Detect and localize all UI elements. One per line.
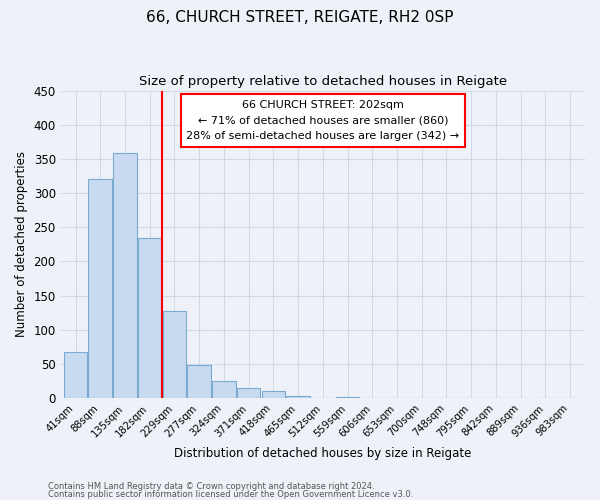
- Bar: [88, 180, 112, 398]
- Text: 66 CHURCH STREET: 202sqm
← 71% of detached houses are smaller (860)
28% of semi-: 66 CHURCH STREET: 202sqm ← 71% of detach…: [186, 100, 460, 141]
- Bar: [336, 397, 359, 398]
- Bar: [138, 238, 161, 398]
- Y-axis label: Number of detached properties: Number of detached properties: [15, 152, 28, 338]
- Title: Size of property relative to detached houses in Reigate: Size of property relative to detached ho…: [139, 75, 507, 88]
- Text: 66, CHURCH STREET, REIGATE, RH2 0SP: 66, CHURCH STREET, REIGATE, RH2 0SP: [146, 10, 454, 25]
- Bar: [212, 381, 236, 398]
- Bar: [286, 396, 310, 398]
- Text: Contains HM Land Registry data © Crown copyright and database right 2024.: Contains HM Land Registry data © Crown c…: [48, 482, 374, 491]
- Text: Contains public sector information licensed under the Open Government Licence v3: Contains public sector information licen…: [48, 490, 413, 499]
- Bar: [163, 312, 186, 398]
- Bar: [113, 154, 137, 398]
- X-axis label: Distribution of detached houses by size in Reigate: Distribution of detached houses by size …: [174, 447, 472, 460]
- Bar: [237, 388, 260, 398]
- Bar: [64, 352, 87, 398]
- Bar: [187, 366, 211, 398]
- Bar: [262, 392, 285, 398]
